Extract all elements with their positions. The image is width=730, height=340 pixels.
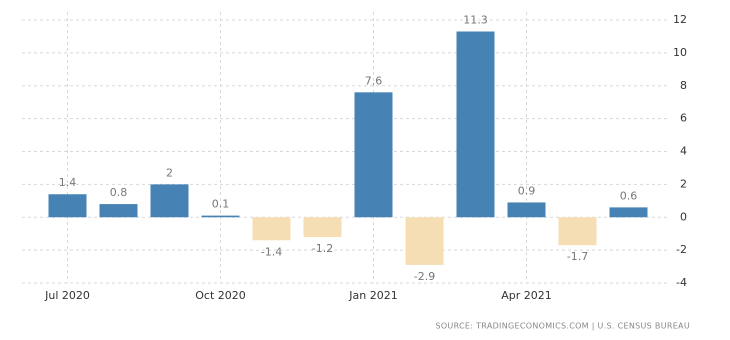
y-tick-label: -2: [676, 243, 687, 256]
y-tick-label: 0: [680, 210, 687, 223]
value-label: 11.3: [463, 14, 488, 27]
value-label: -1.4: [261, 245, 282, 258]
source-note: SOURCE: TRADINGECONOMICS.COM | U.S. CENS…: [435, 322, 690, 331]
y-tick-label: 10: [673, 46, 687, 59]
value-label: 0.6: [620, 189, 638, 202]
value-label: 1.4: [59, 176, 77, 189]
value-label: 0.8: [110, 186, 128, 199]
value-label: 0.1: [212, 198, 230, 211]
y-tick-label: -4: [676, 276, 687, 289]
bar: [456, 31, 495, 218]
value-label: 7.6: [365, 74, 383, 87]
value-label: 0.9: [518, 184, 536, 197]
value-label: -2.9: [414, 270, 435, 283]
bar: [48, 194, 87, 218]
x-tick-label: Apr 2021: [501, 289, 552, 302]
bar: [99, 204, 138, 218]
y-tick-label: 6: [680, 112, 687, 125]
bar: [507, 202, 546, 218]
y-tick-label: 2: [680, 177, 687, 190]
y-tick-label: 4: [680, 145, 687, 158]
value-label: -1.2: [312, 242, 333, 255]
bar: [405, 217, 444, 265]
bar: [354, 92, 393, 218]
x-tick-label: Jan 2021: [348, 289, 397, 302]
bar: [252, 217, 291, 241]
value-label: -1.7: [567, 250, 588, 263]
bar: [150, 184, 189, 218]
bar: [303, 217, 342, 237]
y-tick-label: 8: [680, 79, 687, 92]
bar: [201, 215, 240, 218]
y-tick-label: 12: [673, 13, 687, 26]
x-tick-label: Oct 2020: [195, 289, 246, 302]
bar: [609, 207, 648, 218]
bar: [558, 217, 597, 246]
value-label: 2: [166, 166, 173, 179]
x-tick-label: Jul 2020: [44, 289, 90, 302]
